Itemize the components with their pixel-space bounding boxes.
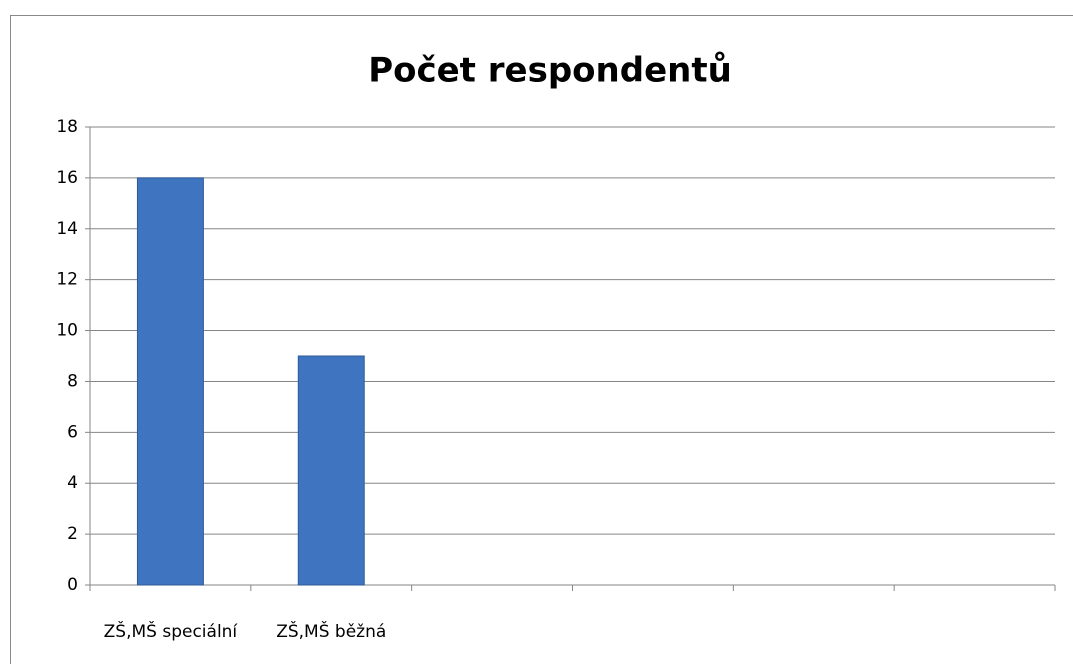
y-tick-label: 18 <box>56 117 78 137</box>
bar <box>136 177 204 586</box>
y-tick-label: 0 <box>67 575 78 595</box>
x-tick-label: ZŠ,MŠ běžná <box>276 620 386 642</box>
y-tick-label: 16 <box>56 168 78 188</box>
bar <box>297 355 365 586</box>
y-tick-label: 12 <box>56 270 78 290</box>
y-tick-label: 4 <box>67 473 78 493</box>
y-tick-label: 8 <box>67 371 78 391</box>
chart-title: Počet respondentů <box>368 51 732 91</box>
x-tick-label: ZŠ,MŠ speciální <box>104 620 239 642</box>
y-tick-label: 2 <box>67 524 78 544</box>
y-tick-label: 10 <box>56 321 78 341</box>
y-tick-label: 14 <box>56 219 78 239</box>
y-tick-label: 6 <box>67 422 78 442</box>
